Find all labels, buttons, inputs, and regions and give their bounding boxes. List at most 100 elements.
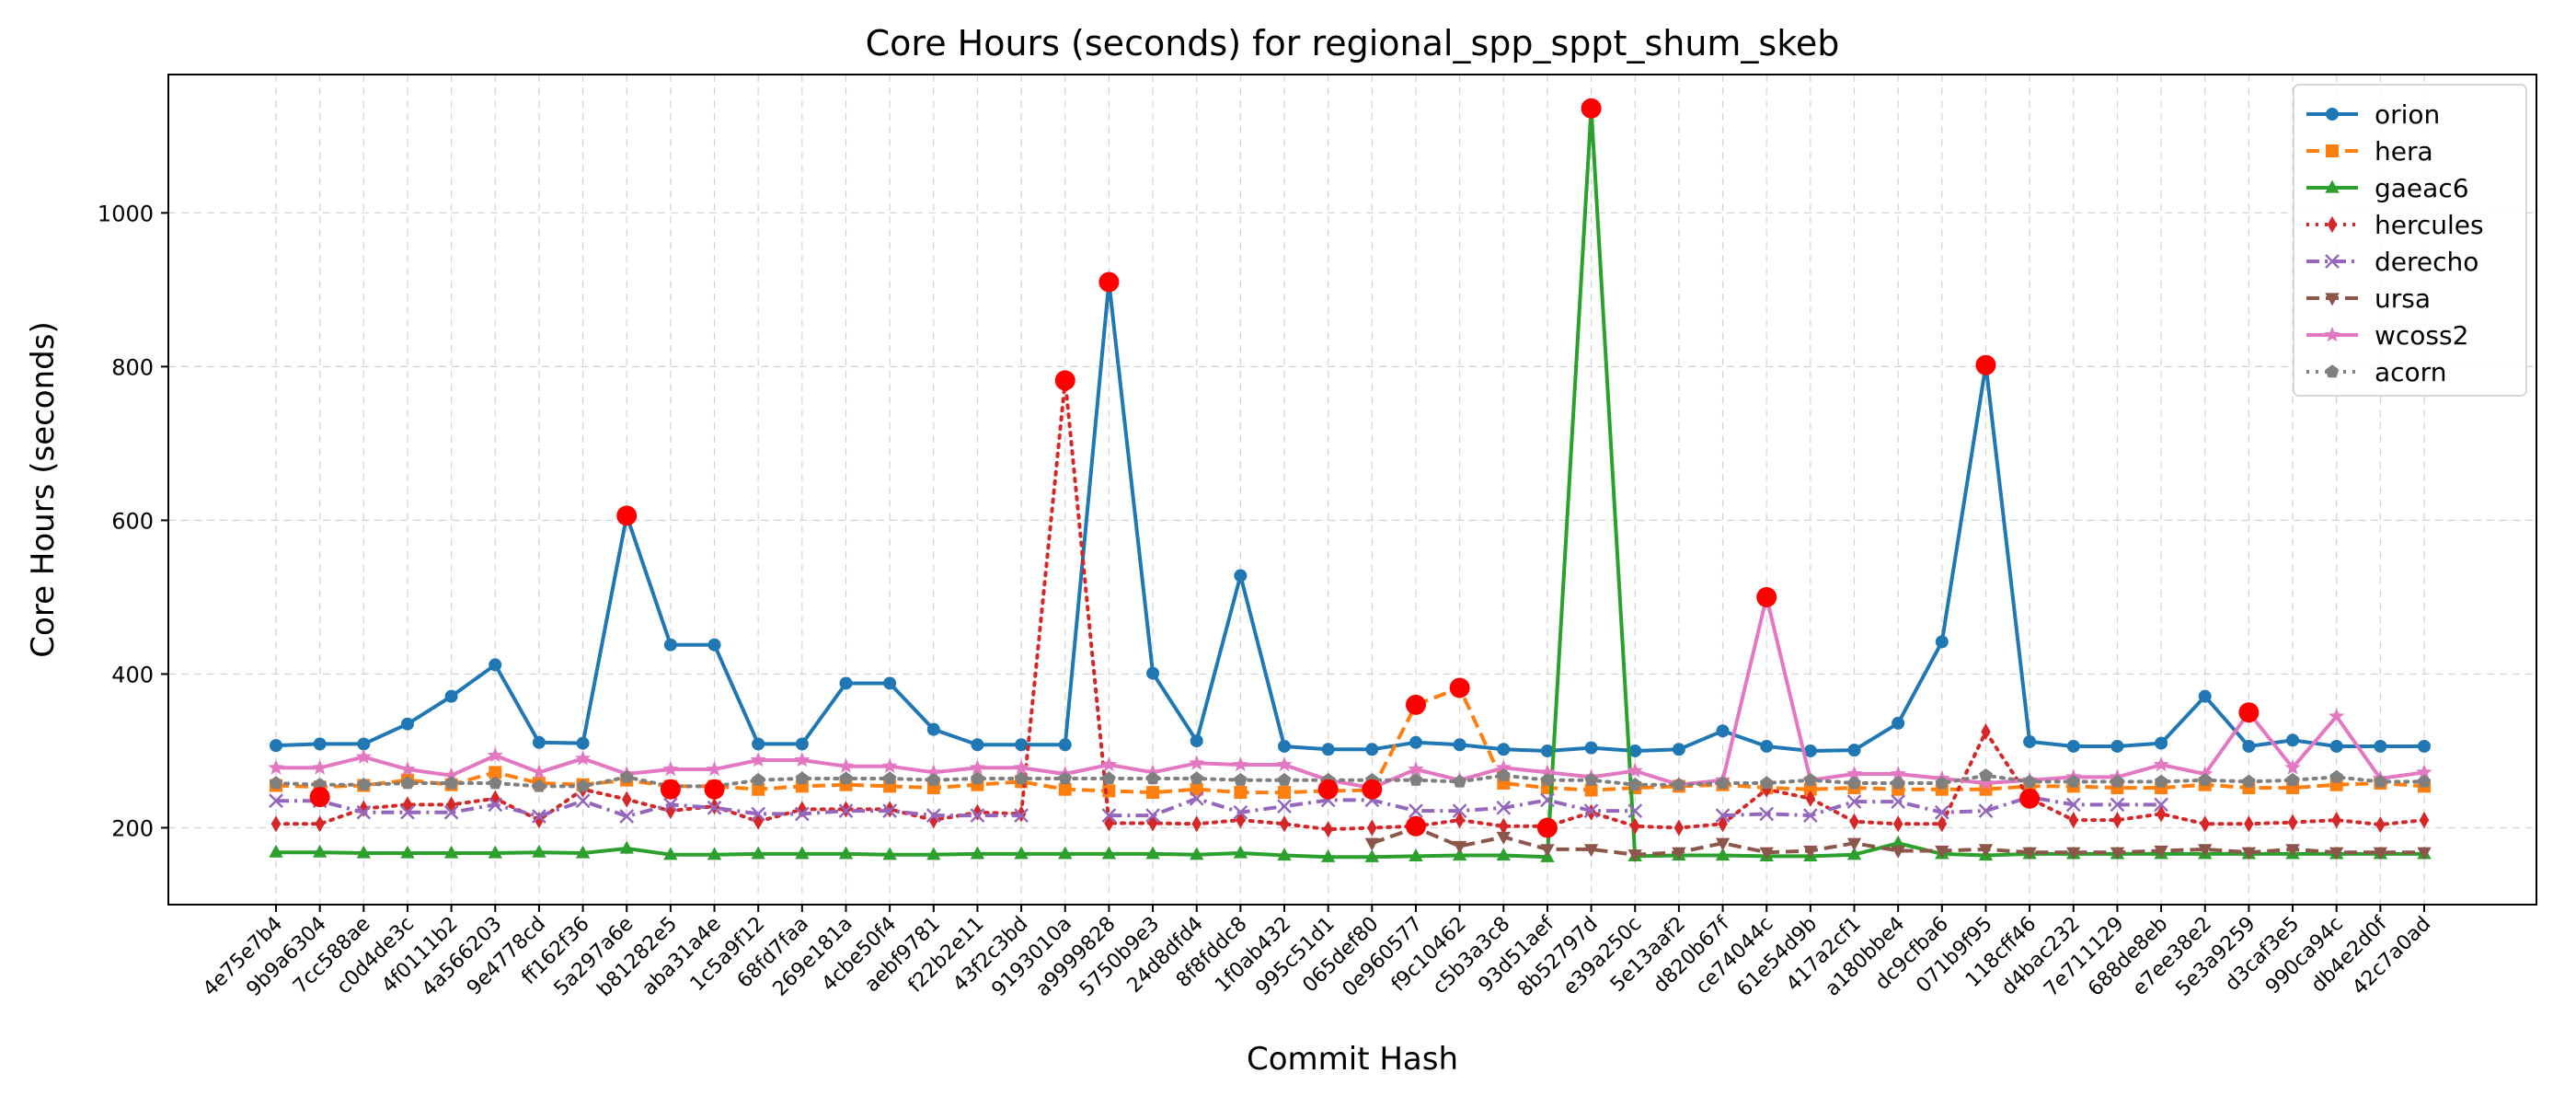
- data-point-star: [355, 748, 372, 764]
- data-point-star: [1189, 755, 1205, 770]
- outlier-marker: [1536, 817, 1558, 838]
- data-point-star: [312, 759, 328, 775]
- data-point-triangle: [1058, 846, 1073, 860]
- data-point-triangle-down: [2154, 845, 2168, 859]
- data-point-triangle: [1145, 846, 1160, 860]
- data-point-star: [1890, 765, 1906, 781]
- data-point-triangle: [926, 847, 941, 860]
- data-point-pentagon: [1058, 771, 1073, 785]
- y-tick-label: 600: [111, 508, 154, 534]
- data-point-pentagon: [269, 776, 283, 790]
- series-line-acorn: [274, 773, 2426, 789]
- data-point-x: [1014, 808, 1029, 824]
- data-point-triangle: [663, 847, 678, 860]
- data-point-triangle-down: [2325, 293, 2340, 306]
- data-point-square: [1234, 786, 1248, 800]
- data-point-triangle-down: [1846, 837, 1862, 851]
- outlier-marker: [1975, 354, 1996, 375]
- data-point-triangle-down: [1627, 849, 1642, 863]
- data-point-triangle: [1452, 848, 1467, 861]
- legend-label: hera: [2375, 136, 2433, 167]
- data-point-x: [1145, 808, 1160, 824]
- data-point-circle: [1584, 741, 1598, 755]
- data-point-diamond: [1761, 780, 1772, 798]
- legend-label: derecho: [2375, 247, 2478, 277]
- data-point-x: [838, 803, 854, 818]
- data-point-pentagon: [1847, 776, 1861, 790]
- data-point-triangle: [575, 845, 591, 859]
- outlier-marker: [1756, 586, 1777, 607]
- data-point-pentagon: [1891, 776, 1905, 790]
- data-point-diamond: [2287, 814, 2298, 831]
- data-point-x: [1189, 791, 1204, 806]
- series-orion: [270, 275, 2431, 757]
- data-point-circle: [795, 737, 809, 751]
- data-point-star: [837, 757, 855, 773]
- data-point-pentagon: [444, 776, 458, 790]
- outlier-marker: [2019, 788, 2041, 809]
- data-point-circle: [1278, 739, 1292, 753]
- data-point-diamond: [1718, 815, 1728, 833]
- data-point-x: [970, 808, 985, 824]
- data-point-x: [1277, 799, 1292, 814]
- data-point-pentagon: [1234, 773, 1248, 786]
- data-point-x: [1891, 794, 1906, 809]
- data-point-diamond: [2156, 805, 2167, 823]
- data-point-star: [574, 750, 592, 766]
- data-point-pentagon: [1979, 768, 1993, 781]
- data-point-pentagon: [971, 771, 984, 785]
- legend-item-wcoss2: wcoss2: [2306, 320, 2468, 351]
- data-point-triangle: [1190, 847, 1204, 860]
- data-point-x: [707, 800, 722, 815]
- series-line-hercules: [274, 378, 2426, 832]
- data-point-triangle-down: [1452, 840, 1467, 854]
- data-point-circle: [883, 676, 897, 690]
- data-point-square: [1584, 783, 1598, 797]
- data-point-triangle-down: [2110, 847, 2125, 860]
- data-point-pentagon: [357, 778, 371, 791]
- data-point-pentagon: [1145, 771, 1160, 785]
- data-point-triangle: [488, 845, 502, 859]
- data-point-triangle: [312, 844, 328, 858]
- data-point-diamond: [928, 812, 939, 829]
- data-point-triangle-down: [1540, 844, 1555, 858]
- data-point-diamond: [1455, 812, 1465, 829]
- legend-label: wcoss2: [2375, 320, 2468, 351]
- data-point-pentagon: [400, 776, 415, 790]
- data-point-pentagon: [1672, 778, 1686, 791]
- data-point-diamond: [2068, 812, 2079, 829]
- plot-area-border: [167, 74, 2537, 906]
- data-point-triangle: [619, 840, 634, 854]
- data-point-pentagon: [1453, 774, 1466, 788]
- data-point-star: [443, 767, 460, 783]
- data-point-star: [1539, 764, 1556, 779]
- data-point-star: [750, 751, 766, 768]
- data-point-circle: [2198, 689, 2212, 703]
- data-point-star: [706, 760, 723, 777]
- data-point-star: [969, 759, 986, 775]
- data-point-x: [1540, 792, 1555, 808]
- data-point-diamond: [534, 812, 545, 829]
- data-point-circle: [1628, 744, 1642, 757]
- outlier-marker: [704, 779, 725, 800]
- data-point-x: [1409, 803, 1423, 818]
- data-point-triangle-down: [2329, 847, 2344, 860]
- data-point-pentagon: [2285, 773, 2300, 786]
- data-point-x: [269, 793, 283, 809]
- data-point-circle: [489, 658, 502, 672]
- data-point-triangle-down: [1583, 844, 1599, 858]
- data-point-star: [2416, 764, 2432, 779]
- data-point-diamond: [621, 791, 632, 808]
- data-point-x: [1715, 808, 1731, 824]
- data-point-diamond: [446, 796, 456, 814]
- data-point-triangle-down: [2373, 847, 2388, 860]
- outlier-marker: [1054, 370, 1075, 391]
- data-point-diamond: [1981, 722, 1991, 741]
- data-point-x: [1101, 808, 1117, 824]
- data-point-pentagon: [1102, 771, 1116, 785]
- data-point-circle: [1146, 666, 1160, 680]
- data-point-star: [1846, 765, 1863, 781]
- series-line-hera: [275, 686, 2425, 795]
- data-point-circle: [971, 738, 984, 752]
